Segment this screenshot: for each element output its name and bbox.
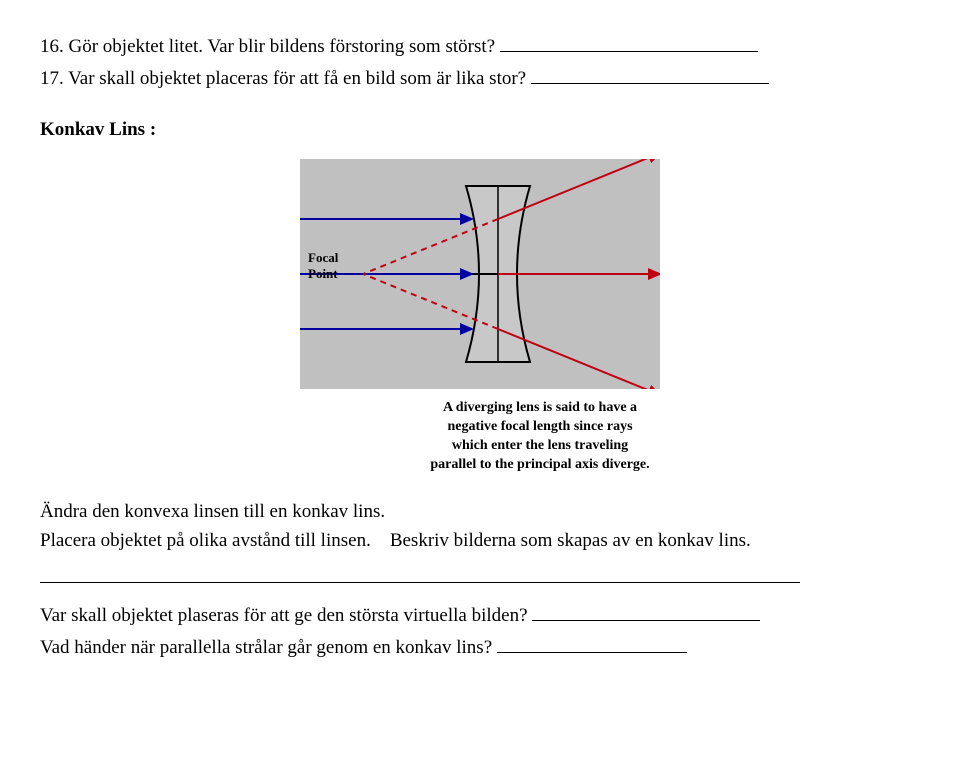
diagram-caption-wrap: A diverging lens is said to have a negat… <box>40 399 920 475</box>
caption-line-3: which enter the lens traveling <box>420 437 660 456</box>
question-16: 16. Gör objektet litet. Var blir bildens… <box>40 32 920 60</box>
svg-text:Point: Point <box>308 266 338 281</box>
instruction-change-lens: Ändra den konvexa linsen till en konkav … <box>40 499 920 525</box>
svg-text:Focal: Focal <box>308 250 339 265</box>
blank-line-p4 <box>497 633 687 653</box>
blank-line-q17 <box>531 64 769 84</box>
question-17: 17. Var skall objektet placeras för att … <box>40 64 920 92</box>
question-16-text: 16. Gör objektet litet. Var blir bildens… <box>40 36 495 57</box>
caption-line-1: A diverging lens is said to have a <box>420 399 660 418</box>
instruction-place-describe: Placera objektet på olika avstånd till l… <box>40 528 920 554</box>
blank-line-p3 <box>532 601 760 621</box>
question-17-text: 17. Var skall objektet placeras för att … <box>40 68 526 89</box>
question-largest-virtual-text: Var skall objektet plaseras för att ge d… <box>40 605 528 626</box>
answer-blank-full-line <box>40 560 800 583</box>
instruction-describe-images: Beskriv bilderna som skapas av en konkav… <box>390 530 751 551</box>
instruction-place-object: Placera objektet på olika avstånd till l… <box>40 530 371 551</box>
diagram-caption: A diverging lens is said to have a negat… <box>420 399 660 475</box>
section-heading-konkav-lins: Konkav Lins : <box>40 119 920 141</box>
concave-lens-diagram: FocalPoint <box>300 159 660 389</box>
lens-diagram-container: FocalPoint <box>40 159 920 389</box>
caption-line-4: parallel to the principal axis diverge. <box>420 456 660 475</box>
question-largest-virtual: Var skall objektet plaseras för att ge d… <box>40 601 920 629</box>
question-parallel-rays-text: Vad händer när parallella strålar går ge… <box>40 637 492 658</box>
blank-line-q16 <box>500 32 758 52</box>
caption-line-2: negative focal length since rays <box>420 418 660 437</box>
question-parallel-rays: Vad händer när parallella strålar går ge… <box>40 633 920 661</box>
